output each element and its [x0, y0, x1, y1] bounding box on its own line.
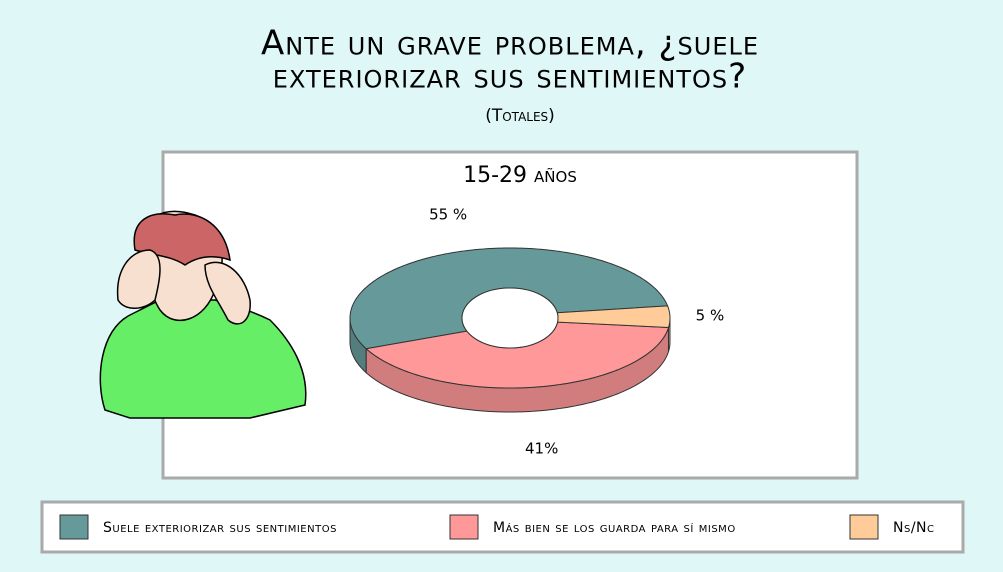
data-label: 55 % — [429, 205, 467, 223]
legend-swatch — [850, 515, 878, 539]
title-line: exteriorizar sus sentimientos? — [273, 57, 747, 97]
subtitle: (Totales) — [485, 106, 555, 126]
legend-label: Ns/Nc — [893, 520, 935, 536]
data-label: 41% — [525, 440, 558, 458]
legend-swatch — [60, 515, 88, 539]
hole — [462, 288, 558, 348]
chart-title: 15-29 años — [463, 163, 577, 188]
legend-label: Suele exteriorizar sus sentimientos — [103, 520, 337, 536]
legend-swatch — [450, 515, 478, 539]
data-label: 5 % — [696, 306, 725, 324]
legend-label: Más bien se los guarda para sí mismo — [493, 520, 736, 536]
chart: Ante un grave problema, ¿suele exteriori… — [0, 0, 1003, 572]
